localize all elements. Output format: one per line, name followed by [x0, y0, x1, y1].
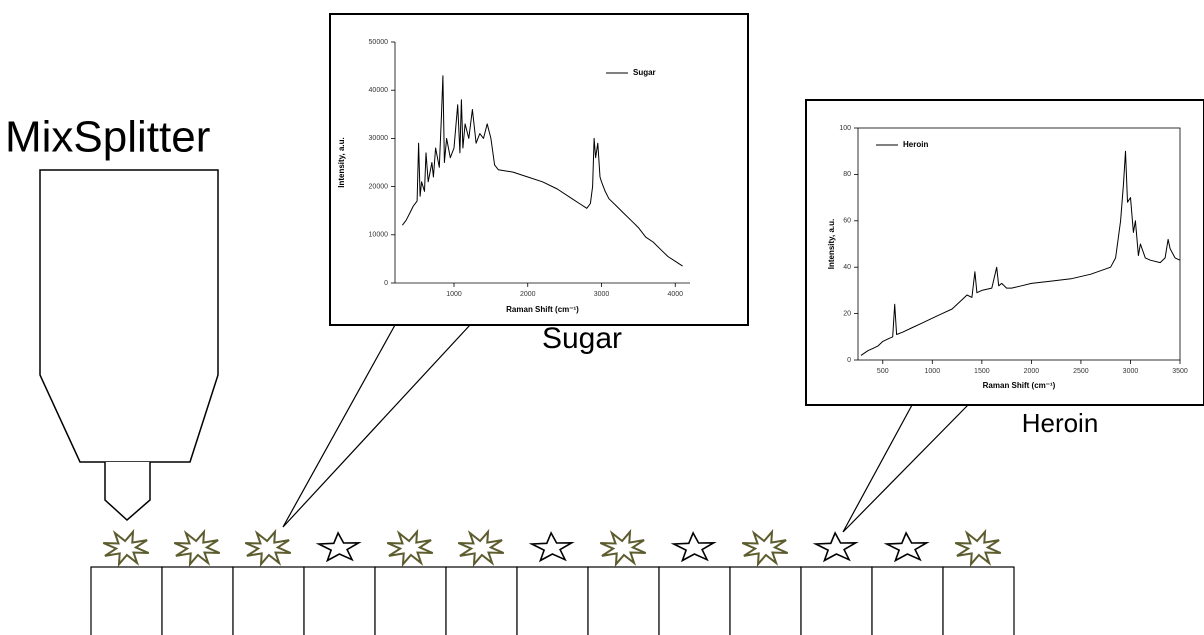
- x-tick-label: 1000: [446, 291, 462, 298]
- x-tick-label: 1000: [925, 368, 941, 375]
- x-tick-label: 500: [877, 368, 889, 375]
- x-tick-label: 3000: [1123, 368, 1139, 375]
- plate-cell: [91, 567, 162, 635]
- plate-cell: [375, 567, 446, 635]
- x-tick-label: 3500: [1172, 368, 1188, 375]
- callout-box: [806, 100, 1204, 405]
- x-axis-label: Raman Shift (cm⁻¹): [983, 381, 1056, 390]
- x-tick-label: 2000: [520, 291, 536, 298]
- sugar-label: Sugar: [542, 322, 622, 355]
- y-tick-label: 10000: [369, 232, 389, 239]
- heroin-particle: [319, 533, 359, 561]
- plate-cell: [446, 567, 517, 635]
- plate-cell: [730, 567, 801, 635]
- sample-plate: [91, 567, 1014, 635]
- sugar-particle: [245, 532, 290, 564]
- plate-cell: [517, 567, 588, 635]
- y-axis-label: Intensity, a.u.: [827, 219, 836, 270]
- plate-cell: [233, 567, 304, 635]
- y-tick-label: 20: [843, 310, 851, 317]
- x-tick-label: 3000: [594, 291, 610, 298]
- y-axis-label: Intensity, a.u.: [337, 137, 346, 188]
- y-tick-label: 0: [384, 280, 388, 287]
- sugar-particle: [387, 532, 432, 564]
- callout-pointer: [283, 325, 470, 527]
- x-tick-label: 2500: [1073, 368, 1089, 375]
- callout-box: [330, 14, 748, 325]
- y-tick-label: 20000: [369, 183, 389, 190]
- x-tick-label: 2000: [1024, 368, 1040, 375]
- plate-cell: [162, 567, 233, 635]
- heroin-particle: [887, 533, 927, 561]
- legend-label: Heroin: [903, 140, 928, 149]
- plate-cell: [588, 567, 659, 635]
- heroin-particle: [816, 533, 856, 561]
- y-tick-label: 30000: [369, 135, 389, 142]
- y-tick-label: 100: [839, 125, 851, 132]
- y-tick-label: 0: [847, 357, 851, 364]
- plate-cell: [304, 567, 375, 635]
- splitter-nozzle: [105, 462, 150, 520]
- plate-cell: [801, 567, 872, 635]
- heroin-particle: [674, 533, 714, 561]
- heroin-label: Heroin: [1022, 408, 1099, 438]
- sugar-particle: [955, 532, 1000, 564]
- diagram: MixSplitter Sugar Heroin 010000200003000…: [0, 0, 1204, 635]
- plate-cell: [659, 567, 730, 635]
- particles: [103, 532, 1000, 564]
- plate-cell: [872, 567, 943, 635]
- y-tick-label: 80: [843, 171, 851, 178]
- heroin-particle: [532, 533, 572, 561]
- sugar-particle: [600, 532, 645, 564]
- callout-pointer: [843, 405, 968, 532]
- splitter-body: [40, 170, 218, 462]
- y-tick-label: 50000: [369, 39, 389, 46]
- x-tick-label: 4000: [667, 291, 683, 298]
- y-tick-label: 60: [843, 218, 851, 225]
- sugar-particle: [174, 532, 219, 564]
- x-axis-label: Raman Shift (cm⁻¹): [506, 305, 579, 314]
- y-tick-label: 40: [843, 264, 851, 271]
- x-tick-label: 1500: [974, 368, 990, 375]
- sugar-particle: [103, 532, 148, 564]
- y-tick-label: 40000: [369, 87, 389, 94]
- sugar-particle: [742, 532, 787, 564]
- sugar-particle: [458, 532, 503, 564]
- plate-cell: [943, 567, 1014, 635]
- legend-label: Sugar: [633, 68, 656, 77]
- device-title: MixSplitter: [5, 113, 210, 162]
